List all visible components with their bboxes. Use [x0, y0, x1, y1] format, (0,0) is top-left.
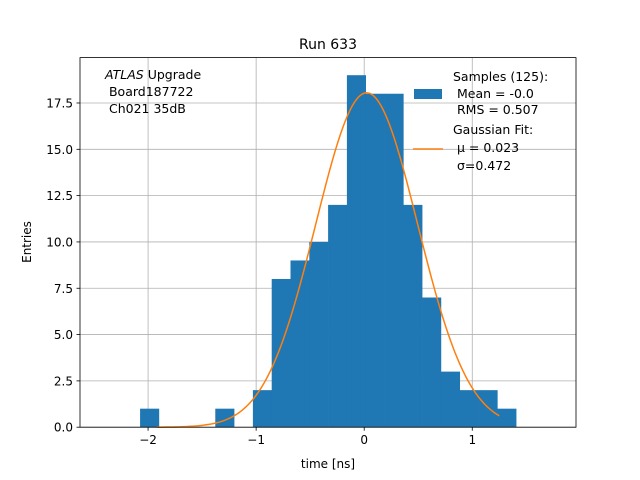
y-tick-label: 10.0 [46, 235, 73, 249]
y-tick-label: 5.0 [54, 328, 73, 342]
y-tick-label: 12.5 [46, 189, 73, 203]
histogram-bar [384, 93, 404, 428]
gaussian-fit-line [156, 92, 500, 428]
legend-samples-swatch [414, 89, 442, 99]
x-axis-label: time [ns] [301, 457, 355, 471]
x-tick-label: 0 [360, 433, 368, 447]
annotation-atlas: ATLAS [104, 67, 144, 82]
y-tick-label: 7.5 [54, 282, 73, 296]
y-tick-label: 0.0 [54, 421, 73, 435]
x-tick-label: 1 [468, 433, 476, 447]
annotation-board: Board187722 [105, 84, 193, 99]
histogram-bar [440, 371, 461, 428]
histogram-bar [271, 278, 291, 428]
legend-fit-title: Gaussian Fit: [453, 122, 533, 137]
histogram-bar [459, 390, 479, 428]
histogram-bar [252, 390, 273, 428]
legend-samples-rms: RMS = 0.507 [453, 102, 539, 117]
legend: Samples (125): Mean = -0.0 RMS = 0.507 G… [413, 69, 548, 173]
histogram-bar [478, 390, 498, 428]
atlas-annotation: ATLAS Upgrade Board187722 Ch021 35dB [104, 67, 201, 116]
svg-text:ATLAS Upgrade: ATLAS Upgrade [104, 67, 201, 82]
chart-title: Run 633 [299, 37, 357, 53]
histogram-bar [140, 408, 160, 428]
histogram-bar [365, 93, 385, 428]
legend-samples-mean: Mean = -0.0 [453, 86, 534, 101]
y-tick-label: 17.5 [46, 96, 73, 110]
annotation-channel: Ch021 35dB [105, 101, 186, 116]
y-axis-label: Entries [20, 221, 34, 263]
histogram-bar [403, 204, 423, 428]
histogram-bar [497, 408, 517, 428]
legend-fit-mu: μ = 0.023 [453, 140, 519, 155]
y-tick-label: 2.5 [54, 374, 73, 388]
annotation-upgrade: Upgrade [144, 67, 202, 82]
x-tick-label: −2 [139, 433, 157, 447]
histogram-bar [328, 204, 348, 428]
axes-frame [79, 57, 577, 428]
histogram-bar [309, 241, 329, 428]
x-tick-label: −1 [247, 433, 265, 447]
legend-fit-sigma: σ=0.472 [453, 158, 511, 173]
histogram-bar [422, 297, 442, 428]
histogram-bar [346, 75, 367, 428]
y-tick-label: 15.0 [46, 143, 73, 157]
legend-samples-title: Samples (125): [453, 69, 548, 84]
